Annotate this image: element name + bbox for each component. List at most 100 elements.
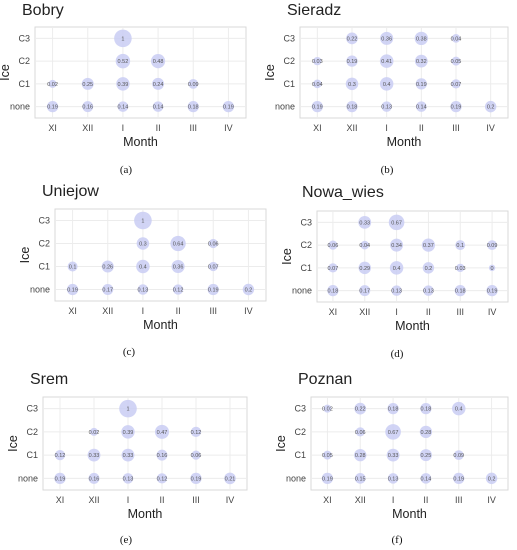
data-point	[484, 100, 497, 113]
data-point	[116, 77, 130, 91]
data-point	[487, 240, 497, 251]
x-tick-label: XII	[346, 123, 357, 133]
data-point	[391, 285, 402, 296]
data-point	[137, 284, 149, 295]
x-axis-title: Month	[123, 135, 158, 149]
data-label: 0.12	[173, 288, 184, 294]
data-point	[208, 238, 218, 249]
data-point	[207, 283, 219, 296]
data-point	[172, 284, 184, 295]
data-label: 0.13	[388, 476, 399, 482]
plot-frame	[299, 26, 509, 119]
data-point	[54, 449, 66, 461]
data-label: 0.12	[157, 476, 168, 482]
x-tick-label: III	[456, 307, 464, 317]
chart-panel: XI XII I II III IVnoneC1C2C3MonthIceBobry(a)1…	[0, 2, 247, 176]
data-point	[313, 56, 322, 66]
data-label: 0.48	[153, 59, 164, 65]
data-point	[421, 238, 436, 252]
x-tick-label: III	[209, 306, 217, 316]
data-point	[485, 472, 498, 485]
data-label: 0.19	[451, 105, 462, 111]
data-label: 0.18	[188, 105, 199, 111]
data-label: 0.06	[328, 243, 339, 249]
data-point	[170, 235, 186, 252]
data-label: 1	[121, 36, 124, 42]
data-label: 0.33	[359, 220, 370, 226]
x-tick-label: III	[189, 123, 197, 133]
chart-panel: XI XII I II III IVnoneC1C2C3MonthIceSieradz(b…	[263, 2, 509, 176]
data-label: 0.07	[451, 82, 462, 88]
y-axis-title: Ice	[280, 248, 294, 265]
data-label: 0.18	[455, 289, 466, 295]
data-label: 0.19	[55, 476, 66, 482]
data-label: 0.26	[102, 265, 113, 271]
panel-caption: (c)	[123, 346, 136, 358]
data-point	[327, 285, 339, 297]
x-tick-label: IV	[226, 495, 235, 505]
panel-caption: (e)	[120, 534, 133, 546]
data-point	[385, 424, 401, 440]
y-tick-label: C2	[283, 56, 295, 66]
data-label: 0.28	[421, 430, 432, 436]
data-point	[190, 426, 202, 438]
x-tick-label: XII	[102, 306, 113, 316]
data-point	[423, 285, 434, 296]
y-axis-title: Ice	[263, 64, 277, 81]
y-tick-label: none	[10, 102, 30, 112]
data-label: 0.4	[383, 82, 391, 88]
x-tick-label: II	[426, 307, 431, 317]
data-label: 0.47	[157, 430, 168, 436]
data-label: 0.04	[359, 243, 370, 249]
data-point	[156, 473, 168, 484]
panel-title: Sieradz	[287, 2, 341, 19]
data-point	[358, 215, 372, 229]
data-label: 0.02	[322, 407, 333, 413]
data-point	[390, 238, 404, 252]
panel-title: Srem	[30, 371, 68, 388]
data-point	[311, 100, 323, 113]
data-label: 0.1	[69, 265, 77, 271]
data-point	[121, 425, 135, 439]
data-label: 0.07	[208, 265, 219, 271]
data-point	[486, 284, 498, 297]
data-point	[154, 424, 170, 439]
data-label: 0.41	[381, 59, 392, 65]
data-label: 0.19	[453, 476, 464, 482]
data-label: 0.13	[381, 105, 392, 111]
y-tick-label: C3	[38, 216, 50, 226]
data-label: 0.52	[118, 59, 129, 65]
data-point	[358, 261, 371, 275]
y-tick-label: none	[286, 473, 306, 483]
x-tick-label: XI	[329, 307, 338, 317]
data-label: 0.32	[416, 59, 427, 65]
data-point	[453, 472, 465, 485]
data-label: 0.18	[328, 289, 339, 295]
data-label: 0.2	[425, 266, 433, 272]
x-tick-label: XI	[48, 123, 57, 133]
data-label: 0.25	[82, 82, 93, 88]
data-point	[82, 101, 94, 113]
panel-title: Nowa_wies	[302, 184, 384, 201]
data-point	[323, 404, 332, 413]
data-point	[48, 79, 57, 88]
panel-title: Bobry	[22, 2, 64, 19]
y-axis-title: Ice	[0, 64, 12, 81]
data-point	[119, 399, 137, 418]
data-label: 0.2	[245, 288, 253, 294]
y-tick-label: C3	[18, 33, 30, 43]
data-point	[136, 237, 150, 250]
data-point	[122, 473, 134, 484]
data-point	[136, 259, 150, 274]
data-point	[242, 283, 255, 296]
data-point	[380, 31, 394, 45]
data-point	[156, 449, 168, 461]
data-point	[354, 473, 366, 484]
data-point	[355, 427, 365, 437]
y-tick-label: C3	[26, 404, 38, 414]
data-point	[416, 101, 427, 112]
data-point	[389, 261, 404, 275]
data-label: 0.19	[47, 105, 58, 111]
x-tick-label: IV	[486, 123, 495, 133]
data-point	[88, 472, 100, 484]
